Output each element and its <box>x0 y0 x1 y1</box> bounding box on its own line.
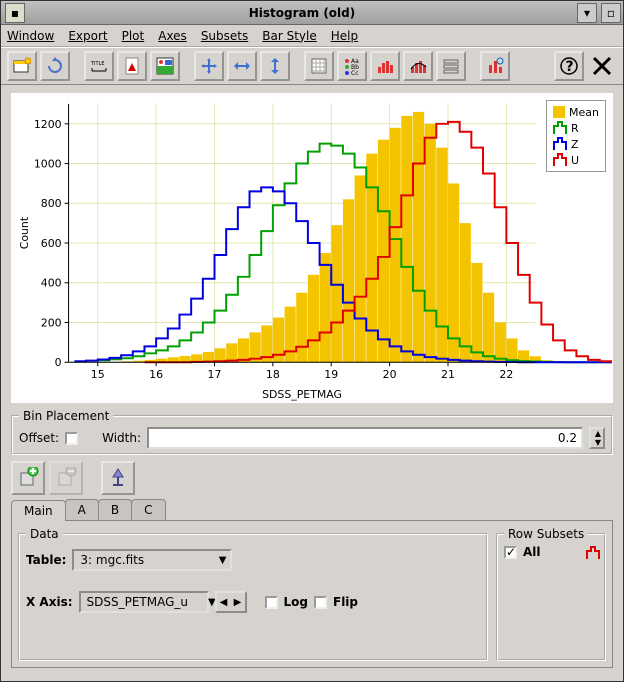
bin-placement-legend: Bin Placement <box>19 409 113 423</box>
svg-text:15: 15 <box>91 368 105 381</box>
width-spinner[interactable]: ▲ ▼ <box>589 427 605 449</box>
row-subsets-legend: Row Subsets <box>504 527 588 541</box>
svg-text:22: 22 <box>499 368 513 381</box>
titlebar: ▪ Histogram (old) ▾ ▫ <box>1 1 623 25</box>
offset-checkbox[interactable] <box>65 432 78 445</box>
tab-b[interactable]: B <box>98 499 132 520</box>
annotation-icon[interactable]: AaBbCc <box>337 51 367 81</box>
reload-icon[interactable] <box>40 51 70 81</box>
table-value: 3: mgc.fits <box>80 553 144 567</box>
menu-barstyle[interactable]: Bar Style <box>262 29 316 43</box>
menu-export[interactable]: Export <box>68 29 107 43</box>
maximize-button[interactable]: ▫ <box>601 3 621 23</box>
next-icon[interactable]: ▶ <box>231 593 245 611</box>
pdf-export-icon[interactable] <box>117 51 147 81</box>
row-subsets-fieldset: Row Subsets ✓ All <box>496 527 606 661</box>
svg-text:19: 19 <box>324 368 338 381</box>
menubar: Window Export Plot Axes Subsets Bar Styl… <box>1 25 623 47</box>
help-icon[interactable]: ? <box>554 51 584 81</box>
data-fieldset: Data Table: 3: mgc.fits ▼ X Axis: SDSS_P… <box>18 527 488 661</box>
tab-main[interactable]: Main <box>11 500 66 521</box>
range-icon[interactable]: TITLE <box>84 51 114 81</box>
dropdown-icon: ▼ <box>199 555 227 566</box>
all-label: All <box>523 545 541 559</box>
tabs: Main A B C <box>11 499 613 520</box>
minimize-button[interactable]: ▾ <box>577 3 597 23</box>
menu-axes[interactable]: Axes <box>158 29 187 43</box>
svg-text:600: 600 <box>41 237 62 250</box>
barstyle2-icon[interactable] <box>403 51 433 81</box>
svg-text:17: 17 <box>208 368 222 381</box>
barstyle3-icon[interactable] <box>480 51 510 81</box>
xaxis-value: SDSS_PETMAG_u <box>87 595 189 609</box>
svg-text:Cc: Cc <box>351 70 359 75</box>
svg-text:200: 200 <box>41 316 62 329</box>
log-label: Log <box>284 595 308 609</box>
prev-icon[interactable]: ◀ <box>217 593 231 611</box>
menu-plot[interactable]: Plot <box>122 29 145 43</box>
toolbar: TITLE AaBbCc ? <box>1 47 623 85</box>
bin-placement-fieldset: Bin Placement Offset: Width: ▲ ▼ <box>11 409 613 455</box>
subset-swatch[interactable] <box>586 546 598 558</box>
offset-label: Offset: <box>19 431 59 445</box>
spin-up-icon[interactable]: ▲ <box>591 429 605 438</box>
tab-c[interactable]: C <box>131 499 165 520</box>
table-combo[interactable]: 3: mgc.fits ▼ <box>72 549 232 571</box>
tab-panel: Data Table: 3: mgc.fits ▼ X Axis: SDSS_P… <box>11 520 613 668</box>
image-export-icon[interactable] <box>150 51 180 81</box>
width-input[interactable] <box>147 427 583 449</box>
svg-text:20: 20 <box>383 368 397 381</box>
rescale-button[interactable] <box>101 461 135 495</box>
grid-icon[interactable] <box>304 51 334 81</box>
svg-text:1000: 1000 <box>34 158 62 171</box>
close-icon[interactable] <box>587 51 617 81</box>
data-legend: Data <box>26 527 63 541</box>
system-menu-icon[interactable]: ▪ <box>5 3 25 23</box>
xaxis-nav[interactable]: ◀ ▶ <box>215 591 247 613</box>
menu-window[interactable]: Window <box>7 29 54 43</box>
dropdown-icon: ▼ <box>188 597 216 608</box>
h-resize-icon[interactable] <box>227 51 257 81</box>
chart-legend: MeanRZU <box>546 100 606 172</box>
svg-text:?: ? <box>566 59 574 75</box>
svg-text:TITLE: TITLE <box>90 61 105 67</box>
svg-text:18: 18 <box>266 368 280 381</box>
new-plot-icon[interactable] <box>7 51 37 81</box>
log-checkbox[interactable] <box>265 596 278 609</box>
svg-text:800: 800 <box>41 197 62 210</box>
add-subset-button[interactable] <box>11 461 45 495</box>
window-title: Histogram (old) <box>29 6 575 20</box>
remove-subset-button[interactable] <box>49 461 83 495</box>
tab-a[interactable]: A <box>65 499 99 520</box>
all-checkbox[interactable]: ✓ <box>504 546 517 559</box>
svg-text:0: 0 <box>55 356 62 369</box>
flip-label: Flip <box>333 595 358 609</box>
flip-checkbox[interactable] <box>314 596 327 609</box>
svg-text:400: 400 <box>41 277 62 290</box>
svg-text:1200: 1200 <box>34 118 62 131</box>
menu-subsets[interactable]: Subsets <box>201 29 248 43</box>
spin-down-icon[interactable]: ▼ <box>591 438 605 447</box>
barstyle1-icon[interactable] <box>370 51 400 81</box>
list-icon[interactable] <box>436 51 466 81</box>
svg-text:21: 21 <box>441 368 455 381</box>
menu-help[interactable]: Help <box>331 29 358 43</box>
xaxis-combo[interactable]: SDSS_PETMAG_u ▼ <box>79 591 209 613</box>
pan-icon[interactable] <box>194 51 224 81</box>
width-label: Width: <box>102 431 141 445</box>
chart-area[interactable]: 15 16 17 18 19 20 21 22 0 200 400 600 800 1000 1200 SDS… <box>11 93 613 403</box>
histogram-window: ▪ Histogram (old) ▾ ▫ Window Export Plot… <box>0 0 624 682</box>
svg-text:16: 16 <box>149 368 163 381</box>
table-label: Table: <box>26 553 66 567</box>
svg-text:SDSS_PETMAG: SDSS_PETMAG <box>262 388 342 401</box>
svg-text:Count: Count <box>18 216 31 249</box>
v-resize-icon[interactable] <box>260 51 290 81</box>
xaxis-label: X Axis: <box>26 595 73 609</box>
